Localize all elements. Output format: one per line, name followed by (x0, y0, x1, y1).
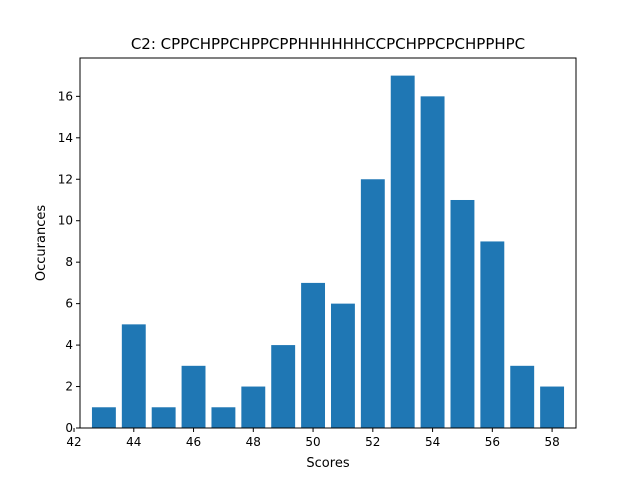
y-tick-label-4: 4 (65, 338, 73, 352)
bar-57 (510, 365, 535, 428)
plot-frame (79, 57, 577, 429)
y-tick-label-8: 8 (65, 255, 73, 269)
bar-55 (450, 199, 475, 428)
bar-54 (420, 96, 445, 428)
y-axis-ticks: 0 2 4 6 8 10 12 14 16 (58, 89, 80, 435)
y-tick-label-6: 6 (65, 297, 73, 311)
bar-52 (360, 179, 385, 428)
y-tick-label-2: 2 (65, 380, 73, 394)
bar-49 (271, 345, 296, 428)
bar-51 (330, 303, 355, 428)
x-tick-label-42: 42 (66, 435, 81, 449)
bar-46 (181, 365, 206, 428)
x-tick-label-54: 54 (425, 435, 440, 449)
bar-58 (540, 386, 565, 428)
x-axis-ticks: 42 44 46 48 50 52 54 56 58 (66, 428, 560, 449)
bar-56 (480, 241, 505, 428)
bar-45 (151, 407, 176, 428)
chart-title: C2: CPPCHPPCHPPCPPHHHHHHCCPCHPPCPCHPPHPC (131, 35, 525, 53)
x-tick-label-52: 52 (365, 435, 380, 449)
bar-43 (91, 407, 116, 428)
bar-44 (121, 324, 146, 428)
y-tick-label-12: 12 (58, 172, 73, 186)
x-tick-label-46: 46 (186, 435, 201, 449)
x-tick-label-44: 44 (126, 435, 141, 449)
bar-48 (241, 386, 266, 428)
y-axis-label: Occurances (34, 205, 49, 281)
bar-53 (390, 75, 415, 428)
bar-47 (211, 407, 236, 428)
y-tick-label-16: 16 (58, 89, 73, 103)
bar-50 (301, 282, 326, 428)
y-tick-label-14: 14 (58, 131, 73, 145)
bars-group (91, 75, 565, 428)
x-tick-label-48: 48 (246, 435, 261, 449)
x-tick-label-56: 56 (485, 435, 500, 449)
y-tick-label-0: 0 (65, 421, 73, 435)
x-axis-label: Scores (306, 456, 349, 471)
x-tick-label-58: 58 (544, 435, 559, 449)
x-tick-label-50: 50 (305, 435, 320, 449)
y-tick-label-10: 10 (58, 214, 73, 228)
